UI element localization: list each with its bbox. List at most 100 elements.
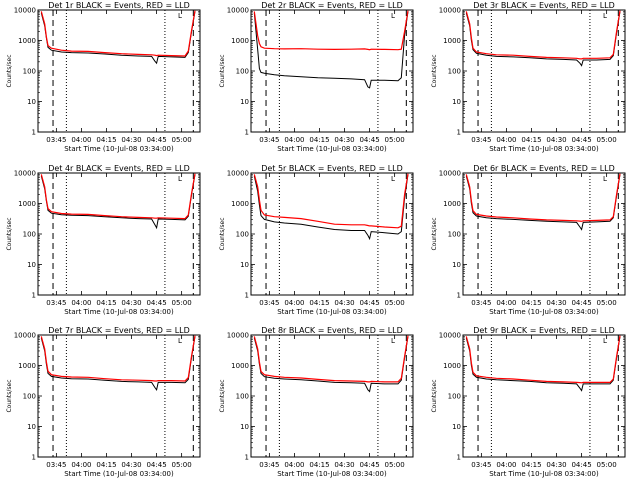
bracket-marker: L — [603, 12, 607, 20]
x-tick-label: 04:00 — [71, 461, 91, 469]
y-tick-label: 1000 — [443, 37, 461, 45]
x-axis-label: Start Time (10-Jul-08 03:34:00) — [277, 145, 387, 153]
bracket-marker: L — [603, 337, 607, 345]
x-tick-label: 04:30 — [334, 461, 354, 469]
x-tick-label: 04:30 — [546, 299, 566, 307]
x-tick-label: 04:15 — [309, 299, 329, 307]
x-tick-label: 04:00 — [284, 299, 304, 307]
x-tick-label: 05:00 — [385, 461, 405, 469]
y-tick-label: 1000 — [231, 37, 249, 45]
lld-series-line — [253, 173, 409, 229]
events-series-line — [40, 11, 196, 65]
y-tick-label: 10000 — [227, 7, 249, 15]
y-tick-label: 100 — [23, 231, 36, 239]
x-tick-label: 04:45 — [359, 136, 379, 144]
events-series-line — [253, 11, 409, 89]
x-tick-label: 05:00 — [172, 136, 192, 144]
lld-series-line — [40, 173, 196, 220]
y-tick-label: 10000 — [439, 170, 461, 178]
plot-frame — [250, 334, 414, 458]
x-tick-label: 04:45 — [571, 299, 591, 307]
x-tick-label: 03:45 — [259, 461, 279, 469]
bracket-marker: L — [603, 175, 607, 183]
detector-panel-2: Det 2r BLACK = Events, RED = LLD Counts/s… — [219, 1, 414, 153]
y-tick-label: 1000 — [18, 362, 36, 370]
x-tick-label: 04:15 — [309, 136, 329, 144]
y-tick-label: 1 — [32, 129, 36, 137]
y-tick-label: 10000 — [439, 332, 461, 340]
bracket-marker: L — [178, 337, 182, 345]
x-tick-label: 05:00 — [172, 299, 192, 307]
x-tick-label: 03:45 — [259, 299, 279, 307]
y-axis-label: Counts/sec — [6, 217, 13, 250]
y-axis-label: Counts/sec — [6, 379, 13, 412]
x-tick-label: 05:00 — [385, 299, 405, 307]
x-tick-label: 05:00 — [172, 461, 192, 469]
x-tick-label: 03:45 — [471, 136, 491, 144]
y-tick-label: 100 — [236, 231, 249, 239]
events-series-line — [465, 11, 621, 67]
y-tick-label: 10 — [452, 98, 461, 106]
y-tick-label: 10 — [452, 261, 461, 269]
panel-title: Det 2r BLACK = Events, RED = LLD — [261, 1, 403, 10]
y-tick-label: 1 — [457, 454, 461, 462]
y-tick-label: 1 — [457, 292, 461, 300]
y-axis-label: Counts/sec — [219, 379, 226, 412]
events-series-line — [253, 174, 409, 241]
lld-series-line — [40, 10, 196, 57]
detector-panel-4: Det 4r BLACK = Events, RED = LLD Counts/s… — [6, 164, 201, 316]
lld-series-line — [40, 335, 196, 382]
y-axis-label: Counts/sec — [219, 217, 226, 250]
events-series-line — [465, 174, 621, 231]
x-tick-label: 04:00 — [71, 299, 91, 307]
y-tick-label: 100 — [236, 393, 249, 401]
y-tick-label: 1 — [245, 129, 249, 137]
y-axis-label: Counts/sec — [431, 54, 438, 87]
lld-series-line — [465, 173, 621, 222]
x-tick-label: 04:45 — [146, 461, 166, 469]
panel-title: Det 7r BLACK = Events, RED = LLD — [48, 326, 190, 335]
x-tick-label: 04:15 — [521, 299, 541, 307]
x-tick-label: 03:45 — [46, 299, 66, 307]
plot-frame — [462, 172, 626, 296]
y-tick-label: 1 — [245, 454, 249, 462]
events-series-line — [40, 336, 196, 391]
x-tick-label: 04:00 — [496, 461, 516, 469]
y-tick-label: 1 — [32, 292, 36, 300]
x-tick-label: 03:45 — [471, 461, 491, 469]
x-tick-label: 04:30 — [334, 299, 354, 307]
y-tick-label: 100 — [448, 68, 461, 76]
x-axis-label: Start Time (10-Jul-08 03:34:00) — [277, 470, 387, 478]
y-tick-label: 10 — [240, 98, 249, 106]
y-tick-label: 1 — [32, 454, 36, 462]
x-tick-label: 05:00 — [597, 461, 617, 469]
detector-panel-7: Det 7r BLACK = Events, RED = LLD Counts/s… — [6, 326, 201, 478]
y-axis-label: Counts/sec — [431, 217, 438, 250]
x-tick-label: 04:30 — [121, 136, 141, 144]
y-axis-label: Counts/sec — [219, 54, 226, 87]
panel-title: Det 6r BLACK = Events, RED = LLD — [473, 164, 615, 173]
y-tick-label: 10000 — [14, 170, 36, 178]
x-tick-label: 04:00 — [496, 136, 516, 144]
detector-panel-1: Det 1r BLACK = Events, RED = LLD Counts/s… — [6, 1, 201, 153]
x-tick-label: 04:45 — [146, 299, 166, 307]
detector-panel-6: Det 6r BLACK = Events, RED = LLD Counts/s… — [431, 164, 626, 316]
x-tick-label: 04:00 — [284, 136, 304, 144]
y-tick-label: 1 — [457, 129, 461, 137]
panel-title: Det 4r BLACK = Events, RED = LLD — [48, 164, 190, 173]
detector-panel-8: Det 8r BLACK = Events, RED = LLD Counts/s… — [219, 326, 414, 478]
detector-panel-9: Det 9r BLACK = Events, RED = LLD Counts/s… — [431, 326, 626, 478]
plot-frame — [462, 9, 626, 133]
lld-series-line — [253, 10, 409, 51]
x-tick-label: 04:00 — [284, 461, 304, 469]
y-tick-label: 100 — [23, 393, 36, 401]
y-tick-label: 10000 — [14, 7, 36, 15]
x-tick-label: 04:15 — [521, 461, 541, 469]
x-tick-label: 04:45 — [571, 136, 591, 144]
y-tick-label: 10 — [240, 261, 249, 269]
panel-title: Det 5r BLACK = Events, RED = LLD — [261, 164, 403, 173]
x-tick-label: 04:45 — [571, 461, 591, 469]
y-axis-label: Counts/sec — [6, 54, 13, 87]
x-axis-label: Start Time (10-Jul-08 03:34:00) — [64, 308, 174, 316]
